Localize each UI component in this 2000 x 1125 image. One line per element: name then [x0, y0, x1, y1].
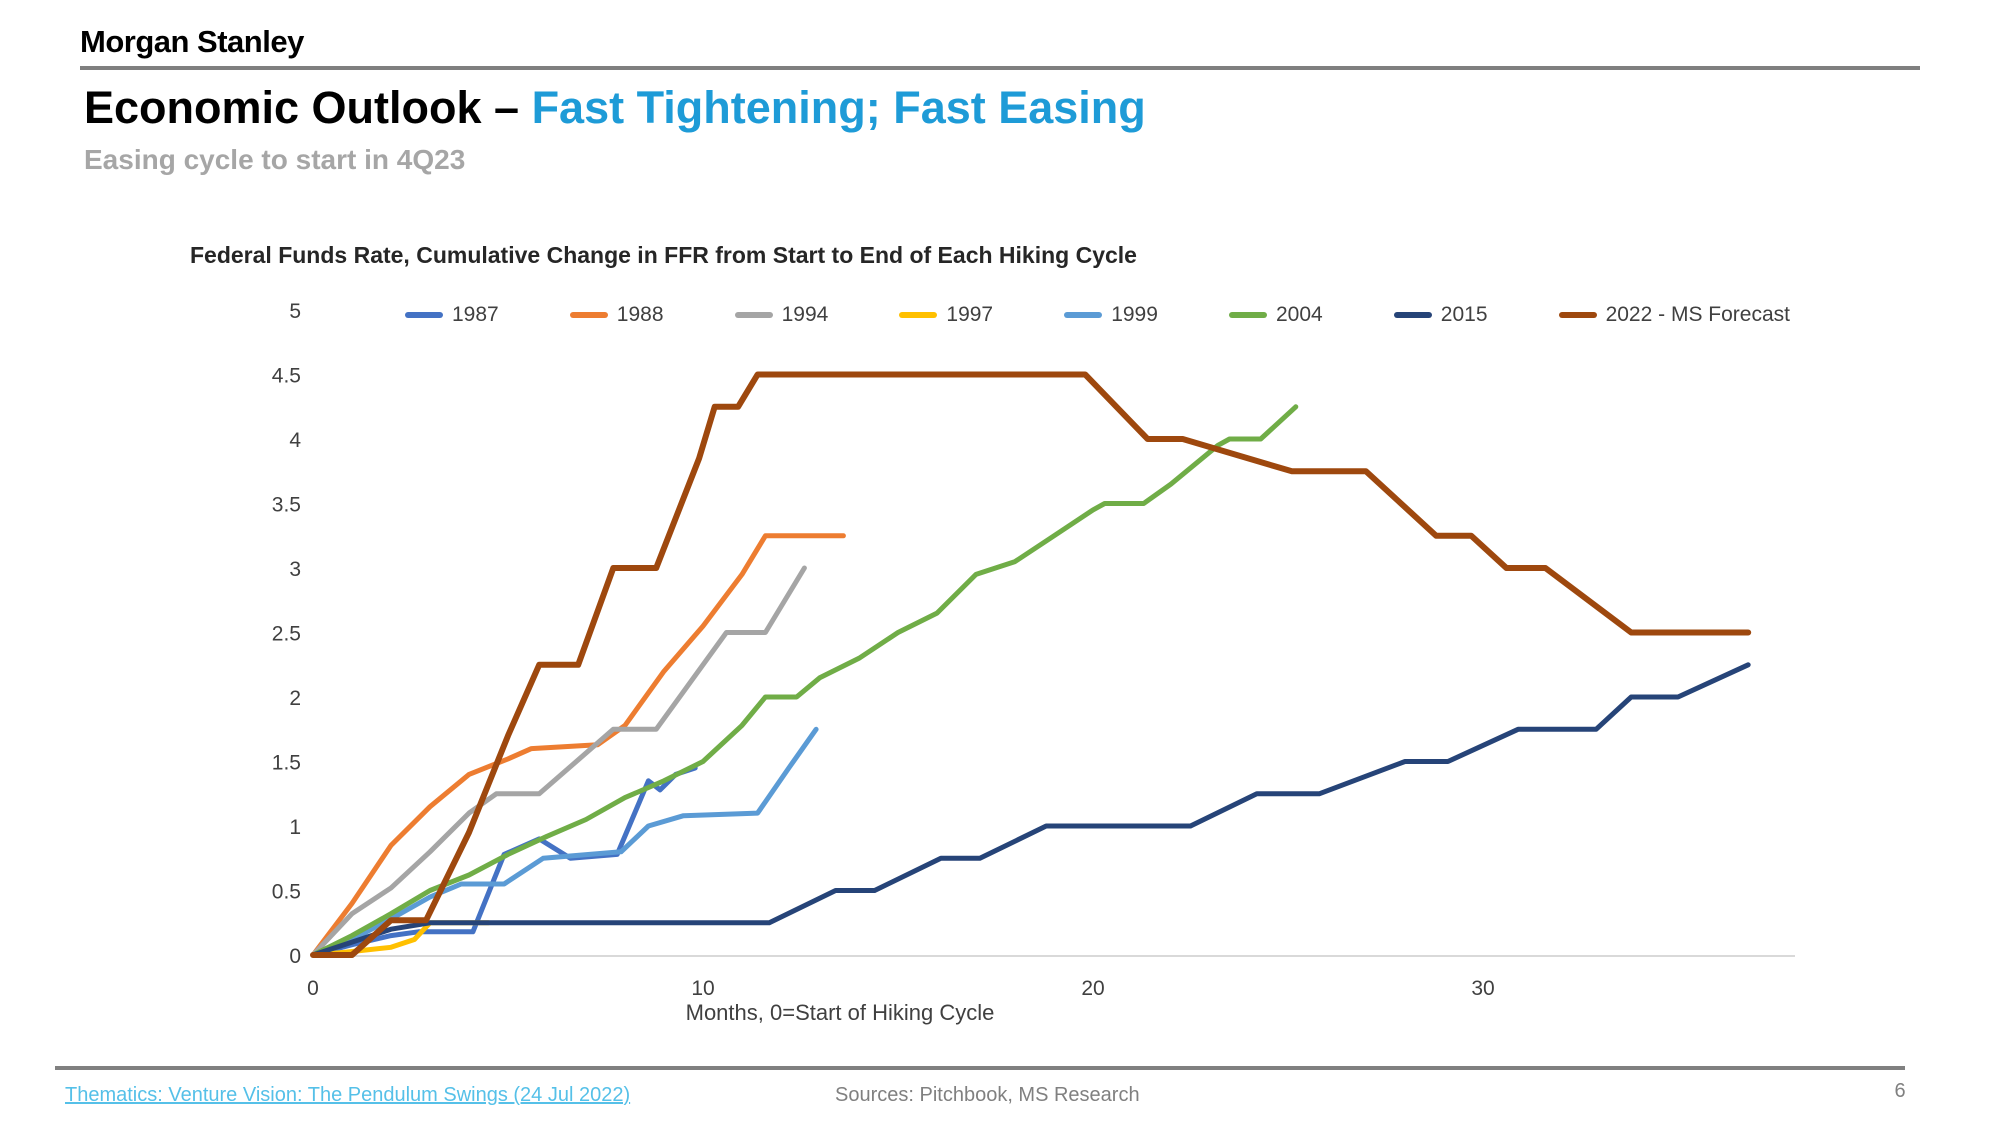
legend-item-1997: 1997	[899, 303, 993, 327]
legend-item-1988: 1988	[569, 303, 664, 327]
legend-label: 1987	[452, 303, 499, 326]
page-subtitle: Easing cycle to start in 4Q23	[84, 144, 466, 175]
y-tick-label: 0	[289, 945, 301, 968]
legend-item-2022 - MS Forecast: 2022 - MS Forecast	[1558, 303, 1790, 327]
y-tick-label: 3	[289, 558, 301, 581]
legend-item-1999: 1999	[1064, 303, 1158, 327]
legend-line-icon	[1228, 312, 1267, 318]
footer-report-link[interactable]: Thematics: Venture Vision: The Pendulum …	[65, 1084, 631, 1106]
x-tick-label: 20	[1081, 977, 1104, 1000]
legend-item-2004: 2004	[1228, 303, 1323, 327]
brand-logo: Morgan Stanley	[80, 24, 304, 59]
legend-line-icon	[1064, 312, 1103, 318]
chart-title: Federal Funds Rate, Cumulative Change in…	[190, 242, 1137, 268]
page-title: Economic Outlook – Fast Tightening; Fast…	[84, 82, 1146, 134]
series-line-2004	[310, 404, 1299, 958]
legend-label: 1988	[616, 303, 664, 326]
legend-label: 2022 - MS Forecast	[1605, 303, 1790, 326]
legend-line-icon	[734, 312, 773, 318]
legend-line-icon	[405, 312, 443, 318]
x-tick-label: 0	[307, 977, 319, 1000]
chart-legend: 1987 1988 1994 1997 1999 2004 2015 2022 - MS Fo…	[405, 303, 1790, 327]
legend-label: 2015	[1440, 303, 1488, 326]
page-title-highlight: Fast Tightening; Fast Easing	[531, 82, 1146, 133]
legend-item-2015: 2015	[1393, 303, 1488, 327]
legend-line-icon	[1558, 312, 1597, 318]
series-line-1994	[310, 565, 807, 958]
legend-label: 1997	[946, 303, 994, 326]
y-tick-label: 2	[289, 687, 301, 710]
legend-label: 2004	[1275, 303, 1323, 326]
y-tick-label: 4	[289, 429, 301, 452]
footer-sources: Sources: Pitchbook, MS Research	[835, 1084, 1140, 1106]
y-tick-label: 5	[289, 300, 301, 323]
x-tick-label: 10	[691, 977, 714, 1000]
y-tick-label: 3.5	[272, 494, 301, 517]
page-title-prefix: Economic Outlook –	[84, 82, 532, 133]
legend-item-1987: 1987	[405, 303, 499, 327]
legend-item-1994: 1994	[734, 303, 829, 327]
legend-line-icon	[569, 312, 608, 318]
series-line-2015	[310, 662, 1751, 958]
y-tick-label: 1.5	[272, 752, 301, 775]
y-tick-label: 2.5	[272, 623, 301, 646]
footer-rule	[55, 1066, 1905, 1070]
x-axis-title: Months, 0=Start of Hiking Cycle	[685, 1000, 995, 1025]
legend-line-icon	[1393, 312, 1432, 318]
legend-line-icon	[899, 312, 938, 318]
series-line-2022 - MS Forecast	[310, 371, 1752, 958]
y-tick-label: 1	[289, 816, 301, 839]
legend-label: 1999	[1111, 303, 1158, 326]
series-line-1988	[310, 533, 846, 958]
page-number: 6	[1894, 1080, 1906, 1102]
legend-label: 1994	[781, 303, 829, 326]
x-tick-label: 30	[1471, 977, 1494, 1000]
y-tick-label: 0.5	[272, 881, 301, 904]
y-tick-label: 4.5	[272, 365, 301, 388]
header-rule	[80, 66, 1920, 70]
